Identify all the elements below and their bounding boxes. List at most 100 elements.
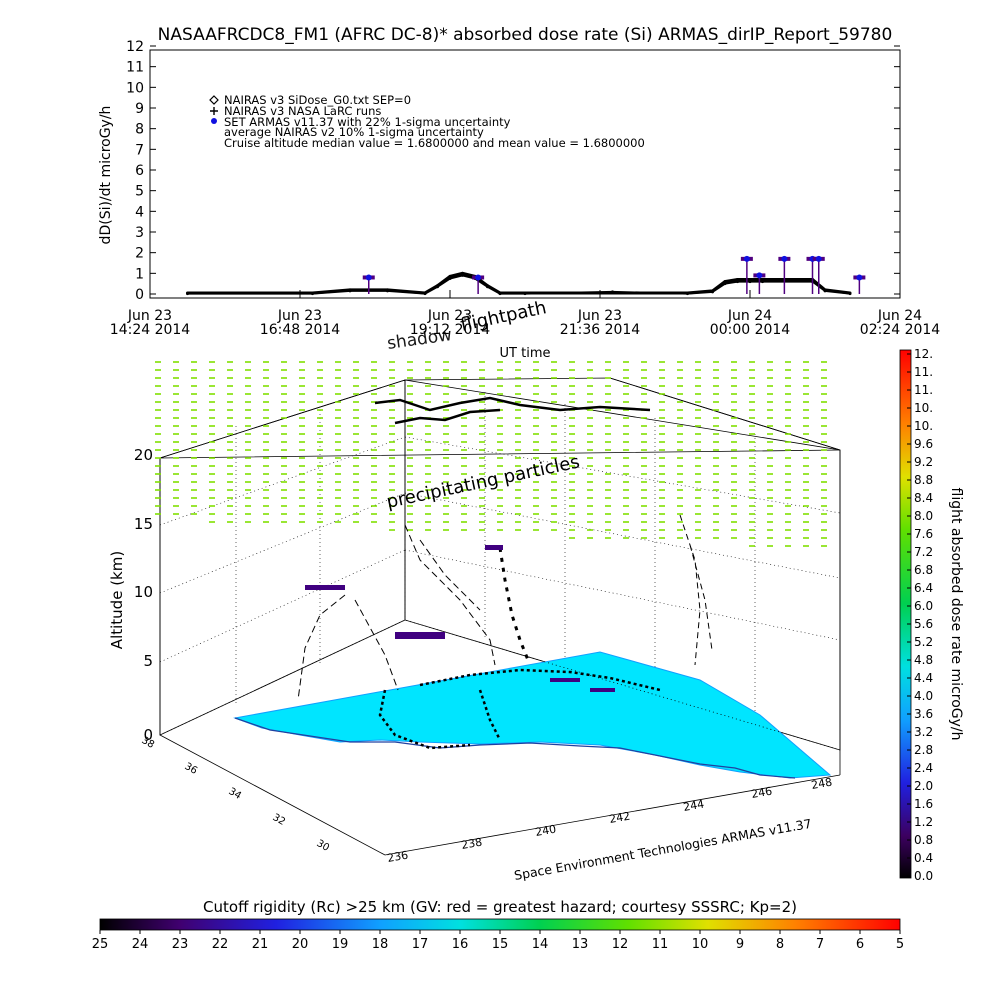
legend-item: NAIRAS v3 NASA LaRC runs [224, 104, 381, 118]
longitude-tick: 248 [810, 776, 833, 792]
armas-segment [395, 632, 445, 639]
floor-frame [159, 734, 841, 856]
latitude-tick: 32 [271, 812, 288, 828]
series-point [448, 277, 452, 280]
altitude-tick: 5 [143, 652, 153, 670]
altitude-axis-label: Altitude (km) [108, 551, 126, 649]
legend: NAIRAS v3 SiDose_G0.txt SEP=0 NAIRAS v3 … [209, 93, 645, 150]
colorbar-tick-label: 23 [172, 937, 189, 952]
colorbar-tick-label: 9 [736, 937, 744, 952]
series-point [686, 292, 689, 296]
colorbar-tick-label: 15 [492, 937, 509, 952]
longitude-tick: 244 [682, 798, 705, 814]
series-point [311, 292, 314, 296]
annotation-shadow: shadow [386, 325, 453, 354]
series-point [461, 271, 464, 275]
y-tick-label: 4 [135, 204, 144, 220]
altitude-3d-plot: 0 5 10 15 20 Altitude (km) 38 36 34 32 3… [108, 297, 841, 883]
series-point [711, 290, 714, 294]
x-axis-label: UT time [500, 346, 551, 361]
colorbar-title: Cutoff rigidity (Rc) >25 km (GV: red = g… [203, 898, 797, 916]
colorbar-tick-label: 2.0 [914, 779, 933, 793]
series-point [748, 280, 752, 284]
armas-point [815, 255, 822, 262]
colorbar-tick-label: 7.6 [914, 527, 933, 541]
series-point [486, 285, 489, 289]
series-point [523, 292, 527, 296]
armas-segment [485, 545, 503, 550]
colorbar-gradient [899, 349, 912, 879]
annotation-flightpath: flightpath [459, 297, 549, 336]
colorbar-tick-label: 11. [914, 365, 933, 379]
plot-frame [149, 49, 901, 299]
y-tick-label: 3 [135, 225, 144, 241]
x-tick-label: 14:24 2014 [110, 322, 191, 338]
colorbar-tick-label: 2.8 [914, 743, 933, 757]
colorbar-tick-label: 10. [914, 419, 933, 433]
latitude-tick: 36 [183, 761, 200, 777]
x-tick-label: Jun 24 [877, 308, 922, 324]
altitude-tick: 0 [143, 726, 153, 744]
series-point [386, 289, 389, 293]
colorbar-ticks: 0.0 0.4 0.8 1.2 1.6 2.0 2.4 2.8 3.2 3.6 4.0 4.4 4.8 5… [907, 347, 933, 883]
x-tick-label: Jun 23 [577, 308, 622, 324]
colorbar-tick-label: 9.6 [914, 437, 933, 451]
x-tick-label: 00:00 2014 [710, 322, 791, 338]
colorbar-tick-label: 10 [692, 937, 709, 952]
y-tick-label: 7 [135, 142, 144, 158]
latitude-ticks: 38 36 34 32 30 [140, 735, 332, 854]
series-point [436, 285, 439, 289]
armas-segment [590, 688, 615, 692]
colorbar-title: flight absorbed dose rate microGy/h [948, 488, 964, 741]
y-tick-label: 12 [126, 39, 144, 55]
series-point [723, 282, 727, 286]
colorbar-tick-label: 25 [92, 937, 109, 952]
y-axis-label: dD(Si)/dt microGy/h [98, 106, 114, 245]
series-point [498, 292, 502, 296]
colorbar-tick-label: 16 [452, 937, 469, 952]
y-tick-label: 8 [135, 122, 144, 138]
longitude-tick: 240 [534, 823, 557, 839]
longitude-tick: 238 [460, 836, 483, 852]
series-point [461, 273, 464, 277]
altitude-tick: 15 [134, 515, 153, 533]
series-line-1 [187, 274, 851, 295]
altitude-track [498, 547, 530, 661]
colorbar-tick-label: 1.2 [914, 815, 933, 829]
diamond-marker-icon [209, 95, 219, 105]
colorbar-ticks: 25 24 23 22 21 20 19 18 17 16 15 14 13 12 11 10 9 8 7 6 5 [92, 930, 904, 952]
grid-lines [159, 392, 841, 720]
series-point [748, 278, 752, 282]
colorbar-tick-label: 0.8 [914, 833, 933, 847]
series-point [736, 278, 739, 282]
series-point [823, 289, 827, 293]
colorbar-tick-label: 14 [532, 937, 549, 952]
colorbar-tick-label: 1.6 [914, 797, 933, 811]
x-tick-label: 19:12 2014 [410, 322, 491, 338]
x-tick-label: Jun 24 [727, 308, 772, 324]
colorbar-tick-label: 18 [372, 937, 389, 952]
latitude-tick: 30 [315, 838, 332, 854]
armas-segment [305, 585, 345, 590]
series-point [348, 289, 352, 293]
colorbar-tick-label: 11. [914, 383, 933, 397]
y-tick-label: 5 [135, 184, 144, 200]
colorbar-tick-label: 6 [856, 937, 864, 952]
colorbar-tick-label: 5.2 [914, 635, 933, 649]
armas-point [475, 274, 482, 281]
colorbar-tick-label: 12 [612, 937, 629, 952]
armas-point [743, 255, 750, 262]
colorbar-tick-label: 7.2 [914, 545, 933, 559]
longitude-tick: 242 [608, 810, 631, 826]
armas-point [781, 255, 788, 262]
altitude-tick: 10 [134, 583, 153, 601]
series-point [761, 278, 764, 282]
armas-segment [550, 678, 580, 682]
projection-dashes-left [297, 524, 496, 701]
armas-segments [305, 545, 615, 692]
series-point [186, 292, 189, 296]
